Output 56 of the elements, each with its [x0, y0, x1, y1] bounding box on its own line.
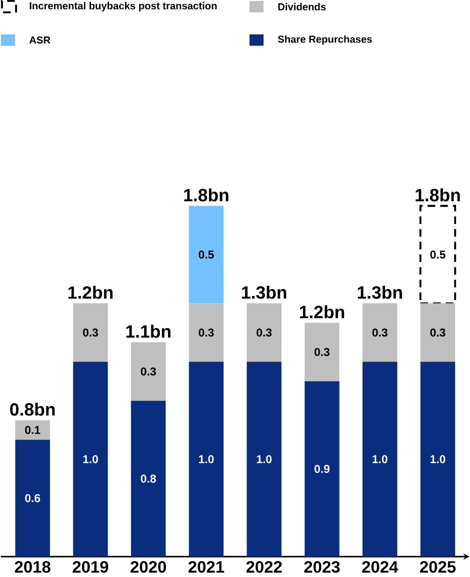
total-label: 1.8bn	[184, 188, 228, 202]
x-tick-label: 2024	[362, 561, 398, 573]
bar	[188, 303, 224, 362]
legend-label: Dividends	[278, 2, 326, 10]
data-label: 1.0	[198, 455, 214, 464]
data-label: 0.3	[430, 328, 446, 337]
bar	[15, 420, 50, 440]
data-label: 0.6	[24, 494, 40, 502]
bar	[15, 440, 50, 557]
data-label: 0.3	[372, 328, 388, 337]
legend-label: Incremental buybacks post transaction	[30, 2, 216, 12]
total-label: 1.1bn	[126, 324, 170, 338]
x-tick-label: 2018	[14, 561, 50, 573]
bar	[130, 400, 166, 557]
x-tick-label: 2025	[420, 561, 456, 573]
legend-label: ASR	[29, 36, 50, 44]
data-label: 0.9	[314, 464, 330, 473]
data-label: 0.3	[198, 328, 214, 337]
data-label: 0.3	[314, 348, 330, 356]
data-label: 0.5	[430, 250, 446, 259]
x-tick-label: 2020	[130, 561, 166, 573]
bar	[72, 362, 108, 557]
total-label: 1.2bn	[300, 305, 344, 318]
bar	[188, 362, 224, 557]
bar	[420, 362, 455, 557]
data-label: 0.3	[256, 328, 272, 337]
total-label: 1.8bn	[416, 188, 460, 202]
data-label: 0.5	[198, 250, 214, 259]
data-label: 0.1	[24, 426, 40, 434]
total-label: 1.3bn	[358, 286, 402, 299]
total-label: 1.3bn	[242, 286, 286, 299]
data-label: 0.3	[140, 367, 156, 376]
data-label: 0.8	[140, 474, 156, 483]
x-tick-label: 2021	[188, 561, 224, 573]
bar	[362, 362, 398, 557]
legend-label: Share Repurchases	[278, 35, 372, 45]
bar	[246, 362, 282, 557]
data-label: 1.0	[256, 455, 272, 464]
bar	[130, 342, 166, 401]
bar	[246, 303, 282, 362]
x-tick-label: 2022	[246, 561, 282, 573]
bar	[304, 322, 340, 382]
data-label: 0.3	[82, 328, 98, 337]
bar	[419, 204, 456, 304]
data-label: 1.0	[372, 455, 388, 464]
data-label: 1.0	[430, 455, 446, 464]
bar	[420, 303, 455, 362]
total-label: 1.2bn	[68, 286, 112, 299]
data-label: 1.0	[83, 455, 98, 464]
bar	[188, 206, 224, 304]
x-tick-label: 2023	[304, 561, 340, 573]
bar	[362, 303, 398, 362]
x-tick-label: 2019	[72, 561, 108, 573]
bar	[304, 381, 340, 557]
total-label: 0.8bn	[10, 402, 54, 416]
bar	[72, 303, 108, 362]
